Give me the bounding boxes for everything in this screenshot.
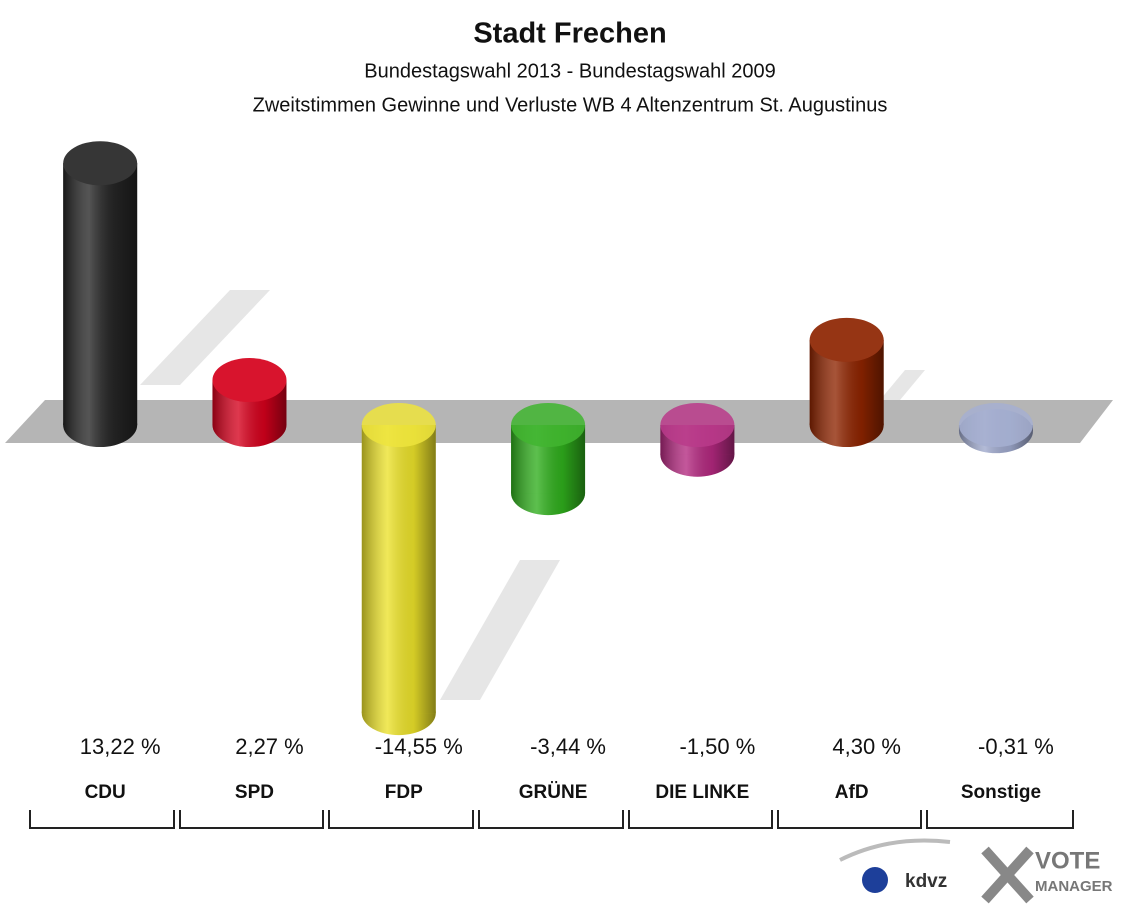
bars [63, 141, 1033, 736]
bracket [628, 810, 773, 829]
cylinder [809, 317, 884, 447]
category-label: Sonstige [960, 782, 1042, 803]
category-label: DIE LINKE [655, 782, 750, 803]
logo-text: VOTE [1035, 847, 1100, 874]
shadows [140, 290, 925, 700]
cylinder [361, 403, 436, 736]
logo-x [981, 846, 1034, 904]
logo-swoosh [839, 838, 951, 862]
cylinder [511, 403, 586, 516]
value-label: -1,50 % [679, 734, 755, 759]
cylinder [660, 403, 735, 477]
chart-title: Stadt Frechen [473, 18, 666, 50]
cylinder-cap [63, 141, 138, 186]
shadow [440, 560, 560, 700]
cylinder-cap [958, 403, 1033, 447]
cylinder-cap [63, 141, 138, 186]
value-label: 13,22 % [80, 734, 161, 759]
value-label: -14,55 % [375, 734, 463, 759]
cylinder-cap [809, 317, 884, 362]
cylinder [212, 358, 287, 447]
cylinder-cap [660, 403, 735, 447]
bracket [478, 810, 624, 829]
logo-text: kdvz [905, 871, 947, 892]
category-label: AfD [834, 782, 869, 803]
bracket [29, 810, 175, 829]
shadow [140, 290, 270, 385]
value-label: 2,27 % [235, 734, 304, 759]
category-label: CDU [84, 782, 126, 803]
category-label: SPD [234, 782, 274, 803]
bracket [328, 810, 474, 829]
cylinder [63, 141, 138, 447]
shadow [880, 370, 925, 400]
cylinder-cap [809, 317, 884, 362]
cylinder [958, 403, 1033, 454]
bar-shade [63, 163, 138, 425]
logo-text: MANAGER [1035, 878, 1113, 895]
chart-subtitle: Bundestagswahl 2013 - Bundestagswahl 200… [364, 60, 775, 82]
value-label: -0,31 % [978, 734, 1054, 759]
cylinder-cap [511, 403, 586, 447]
cylinder-cap [958, 403, 1033, 447]
cylinder-cap [361, 403, 436, 447]
cylinder-cap [212, 358, 287, 403]
category-label: FDP [384, 782, 423, 803]
cylinder-cap [660, 403, 735, 447]
value-label: -3,44 % [530, 734, 606, 759]
cylinder-cap [361, 403, 436, 447]
bracket [777, 810, 922, 829]
bar-shade [361, 425, 436, 714]
logo-ball [862, 867, 888, 893]
value-label: 4,30 % [832, 734, 901, 759]
category-brackets [29, 810, 1074, 829]
category-label: GRÜNE [518, 782, 588, 803]
cylinder-cap [212, 358, 287, 403]
chart-subtitle: Zweitstimmen Gewinne und Verluste WB 4 A… [253, 94, 888, 116]
bracket [179, 810, 324, 829]
cylinder-cap [511, 403, 586, 447]
bracket [926, 810, 1074, 829]
